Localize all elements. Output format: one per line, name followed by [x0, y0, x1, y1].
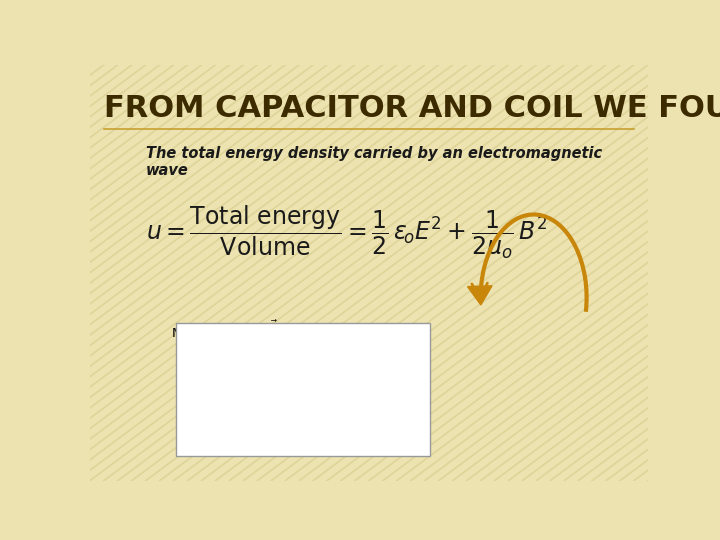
Polygon shape — [467, 286, 492, 305]
Text: FROM CAPACITOR AND COIL WE FOUND: FROM CAPACITOR AND COIL WE FOUND — [104, 94, 720, 123]
Text: $u = \dfrac{\mathrm{Total\ energy}}{\mathrm{Volume}} = \dfrac{1}{2}\,\varepsilon: $u = \dfrac{\mathrm{Total\ energy}}{\mat… — [145, 204, 547, 262]
FancyBboxPatch shape — [176, 322, 431, 456]
Text: The total energy density carried by an electromagnetic
wave: The total energy density carried by an e… — [145, 146, 602, 178]
